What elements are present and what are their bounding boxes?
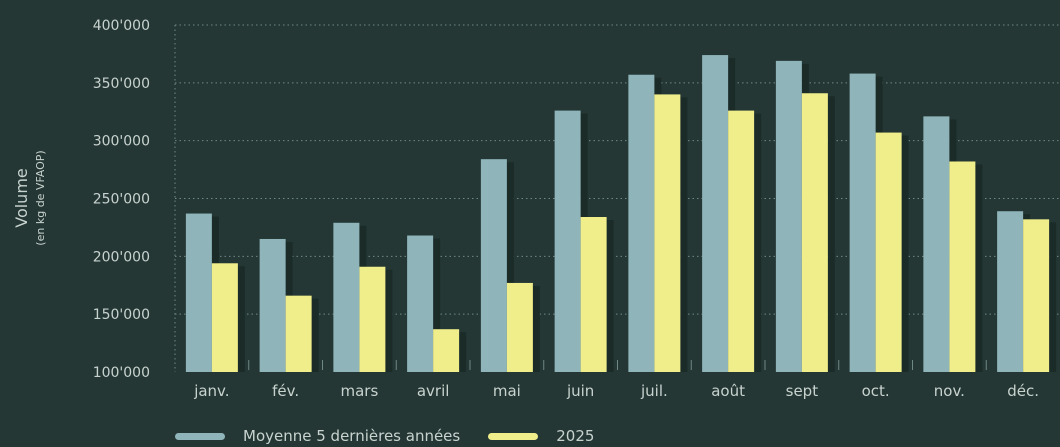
legend-swatch-2025: [488, 432, 539, 440]
x-tick-label: nov.: [934, 382, 965, 400]
bar-2025: [1023, 219, 1050, 372]
bar-2025: [285, 295, 312, 372]
bar-shadow: [827, 96, 835, 372]
y-tick-label: 100'000: [93, 365, 150, 381]
legend-label-average: Moyenne 5 dernières années: [243, 427, 461, 445]
x-tick-label: sept: [786, 382, 819, 400]
legend-label-2025: 2025: [556, 427, 595, 445]
bar-average: [185, 213, 212, 372]
bar-2025: [359, 266, 386, 372]
x-axis-labels: janv. fév. mars avril mai juin juil. août sept oc…: [193, 360, 1039, 400]
bar-shadow: [754, 113, 762, 373]
bar-2025: [801, 93, 828, 372]
bar-2025: [211, 263, 238, 372]
bar-shadow: [433, 238, 441, 372]
bar-2025: [506, 282, 533, 372]
bar-2025: [433, 329, 460, 372]
bar-average: [997, 211, 1024, 372]
y-axis-title: Volume: [12, 168, 31, 228]
bar-average: [628, 74, 655, 372]
legend-item-2025: 2025: [488, 427, 594, 445]
y-tick-label: 150'000: [93, 307, 150, 323]
bar-2025: [580, 217, 607, 372]
legend-item-average: Moyenne 5 dernières années: [175, 427, 460, 445]
bar-shadow: [385, 269, 393, 372]
x-tick-label: avril: [417, 382, 450, 400]
gridlines: [174, 24, 1060, 372]
bar-shadow: [506, 162, 514, 372]
bar-shadow: [532, 285, 540, 372]
y-tick-label: 350'000: [93, 76, 150, 92]
bar-2025: [949, 161, 976, 372]
bar-average: [259, 238, 286, 372]
bars: [185, 55, 1057, 373]
x-tick-label: mai: [493, 382, 521, 400]
bar-2025: [875, 132, 902, 372]
y-tick-label: 250'000: [93, 192, 150, 208]
bar-average: [923, 116, 950, 372]
bar-average: [333, 222, 360, 372]
x-tick-label: fév.: [272, 382, 299, 400]
bar-2025: [654, 94, 681, 373]
bar-shadow: [606, 220, 614, 372]
y-tick-label: 200'000: [93, 249, 150, 265]
x-tick-label: août: [711, 382, 745, 400]
bar-shadow: [680, 97, 688, 373]
y-axis-label: Volume (en kg de VFAOP): [12, 150, 47, 245]
bar-average: [775, 60, 802, 373]
x-tick-label: juil.: [640, 382, 668, 400]
y-axis-subtitle: (en kg de VFAOP): [34, 150, 47, 245]
bar-average: [554, 110, 581, 373]
legend-swatch-average: [175, 432, 225, 440]
x-tick-label: mars: [340, 382, 378, 400]
y-tick-label: 400'000: [93, 18, 150, 34]
x-tick-label: oct.: [862, 382, 890, 400]
y-tick-label: 300'000: [93, 134, 150, 150]
x-tick-label: déc.: [1007, 382, 1039, 400]
bar-shadow: [975, 164, 983, 372]
bar-shadow: [459, 332, 467, 372]
x-tick-label: janv.: [193, 382, 229, 400]
legend: Moyenne 5 dernières années 2025: [175, 425, 622, 447]
x-tick-label: juin: [566, 382, 594, 400]
bar-shadow: [311, 298, 319, 372]
y-axis-ticks: 400'000 350'000 300'000 250'000 200'000 150'0…: [93, 18, 150, 381]
bar-shadow: [1049, 222, 1057, 372]
bar-shadow: [237, 266, 245, 372]
bar-average: [480, 159, 507, 372]
bar-average: [849, 73, 876, 372]
bar-average: [702, 55, 729, 372]
bar-2025: [728, 110, 755, 373]
bar-shadow: [901, 135, 909, 372]
bar-average: [407, 235, 434, 372]
